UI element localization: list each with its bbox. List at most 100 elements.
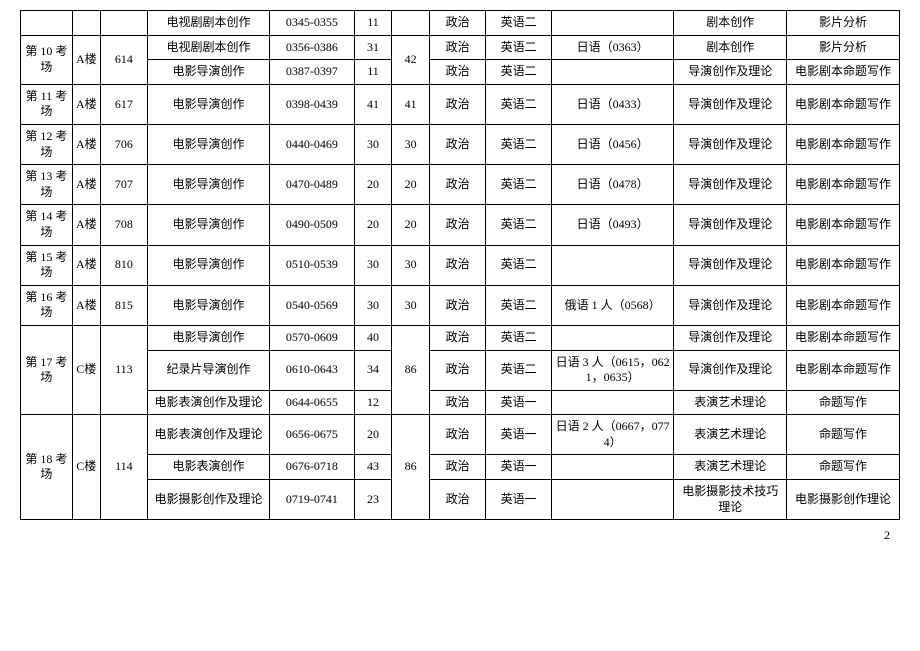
table-row: 第 15 考场 A楼 810 电影导演创作 0510-0539 30 30 政治…	[21, 245, 900, 285]
cell-range: 0440-0469	[270, 124, 355, 164]
cell-count: 30	[354, 124, 392, 164]
cell-major: 电影表演创作及理论	[147, 415, 269, 455]
table-row: 第 17 考场 C楼 113 电影导演创作 0570-0609 40 86 政治…	[21, 325, 900, 350]
cell-subj3: 导演创作及理论	[674, 84, 787, 124]
cell-building: A楼	[72, 124, 100, 164]
cell-building: A楼	[72, 245, 100, 285]
cell-major: 电影表演创作	[147, 455, 269, 480]
cell-lang	[552, 60, 674, 85]
cell-roomno: 706	[100, 124, 147, 164]
cell-subj3: 导演创作及理论	[674, 285, 787, 325]
cell-building: A楼	[72, 165, 100, 205]
table-row: 第 11 考场 A楼 617 电影导演创作 0398-0439 41 41 政治…	[21, 84, 900, 124]
cell-subj3: 表演艺术理论	[674, 415, 787, 455]
cell-total: 30	[392, 124, 430, 164]
table-row: 电影表演创作及理论 0644-0655 12 政治 英语一 表演艺术理论 命题写…	[21, 390, 900, 415]
cell-building: A楼	[72, 35, 100, 84]
cell-count: 20	[354, 165, 392, 205]
cell-roomno: 707	[100, 165, 147, 205]
cell-subj4: 电影剧本命题写作	[787, 60, 900, 85]
cell-lang	[552, 245, 674, 285]
cell-total: 20	[392, 165, 430, 205]
cell-roomno: 614	[100, 35, 147, 84]
cell-lang	[552, 480, 674, 520]
cell-count: 43	[354, 455, 392, 480]
cell-subj1: 政治	[429, 165, 485, 205]
cell-count: 34	[354, 350, 392, 390]
cell-subj3: 剧本创作	[674, 35, 787, 60]
cell-subj1: 政治	[429, 325, 485, 350]
exam-room-table: 电视剧剧本创作 0345-0355 11 政治 英语二 剧本创作 影片分析 第 …	[20, 10, 900, 520]
cell-count: 31	[354, 35, 392, 60]
cell-roomno: 114	[100, 415, 147, 520]
cell-major: 电影导演创作	[147, 285, 269, 325]
cell-lang: 俄语 1 人（0568）	[552, 285, 674, 325]
cell-count: 41	[354, 84, 392, 124]
cell-building: A楼	[72, 205, 100, 245]
cell-building: A楼	[72, 84, 100, 124]
cell-total: 86	[392, 415, 430, 520]
cell-range: 0470-0489	[270, 165, 355, 205]
cell-roomno: 810	[100, 245, 147, 285]
table-row: 第 12 考场 A楼 706 电影导演创作 0440-0469 30 30 政治…	[21, 124, 900, 164]
cell-subj1: 政治	[429, 35, 485, 60]
page-number: 2	[20, 528, 900, 543]
table-row: 纪录片导演创作 0610-0643 34 政治 英语二 日语 3 人（0615，…	[21, 350, 900, 390]
cell-subj1: 政治	[429, 205, 485, 245]
cell-subj1: 政治	[429, 84, 485, 124]
cell-building	[72, 11, 100, 36]
cell-subj4: 命题写作	[787, 455, 900, 480]
cell-subj4: 电影剧本命题写作	[787, 84, 900, 124]
table-row: 第 14 考场 A楼 708 电影导演创作 0490-0509 20 20 政治…	[21, 205, 900, 245]
cell-subj2: 英语一	[486, 480, 552, 520]
cell-subj1: 政治	[429, 60, 485, 85]
cell-subj2: 英语二	[486, 325, 552, 350]
cell-count: 23	[354, 480, 392, 520]
cell-subj4: 影片分析	[787, 35, 900, 60]
cell-major: 电视剧剧本创作	[147, 35, 269, 60]
cell-range: 0610-0643	[270, 350, 355, 390]
cell-count: 11	[354, 11, 392, 36]
cell-count: 12	[354, 390, 392, 415]
cell-subj2: 英语二	[486, 11, 552, 36]
cell-subj3: 导演创作及理论	[674, 245, 787, 285]
cell-major: 电影导演创作	[147, 245, 269, 285]
cell-lang: 日语（0493）	[552, 205, 674, 245]
cell-subj2: 英语二	[486, 245, 552, 285]
cell-subj2: 英语二	[486, 60, 552, 85]
cell-total: 86	[392, 325, 430, 414]
cell-subj3: 剧本创作	[674, 11, 787, 36]
cell-major: 电影表演创作及理论	[147, 390, 269, 415]
cell-subj1: 政治	[429, 455, 485, 480]
cell-subj4: 命题写作	[787, 390, 900, 415]
cell-major: 电影导演创作	[147, 165, 269, 205]
cell-subj2: 英语二	[486, 35, 552, 60]
cell-subj3: 导演创作及理论	[674, 325, 787, 350]
cell-total: 30	[392, 285, 430, 325]
cell-range: 0570-0609	[270, 325, 355, 350]
cell-subj2: 英语二	[486, 285, 552, 325]
cell-subj3: 导演创作及理论	[674, 165, 787, 205]
cell-subj1: 政治	[429, 124, 485, 164]
cell-subj1: 政治	[429, 11, 485, 36]
cell-range: 0398-0439	[270, 84, 355, 124]
cell-range: 0644-0655	[270, 390, 355, 415]
cell-subj2: 英语二	[486, 124, 552, 164]
cell-subj2: 英语二	[486, 350, 552, 390]
cell-room: 第 12 考场	[21, 124, 73, 164]
cell-subj1: 政治	[429, 390, 485, 415]
cell-total: 30	[392, 245, 430, 285]
cell-subj3: 导演创作及理论	[674, 60, 787, 85]
cell-subj3: 电影摄影技术技巧理论	[674, 480, 787, 520]
cell-subj4: 电影剧本命题写作	[787, 350, 900, 390]
cell-lang: 日语（0433）	[552, 84, 674, 124]
cell-lang: 日语 2 人（0667，0774）	[552, 415, 674, 455]
cell-subj3: 导演创作及理论	[674, 350, 787, 390]
table-row: 电影摄影创作及理论 0719-0741 23 政治 英语一 电影摄影技术技巧理论…	[21, 480, 900, 520]
table-row: 第 10 考场 A楼 614 电视剧剧本创作 0356-0386 31 42 政…	[21, 35, 900, 60]
cell-roomno	[100, 11, 147, 36]
cell-subj2: 英语二	[486, 165, 552, 205]
cell-subj4: 电影摄影创作理论	[787, 480, 900, 520]
cell-lang: 日语（0363）	[552, 35, 674, 60]
cell-subj1: 政治	[429, 480, 485, 520]
